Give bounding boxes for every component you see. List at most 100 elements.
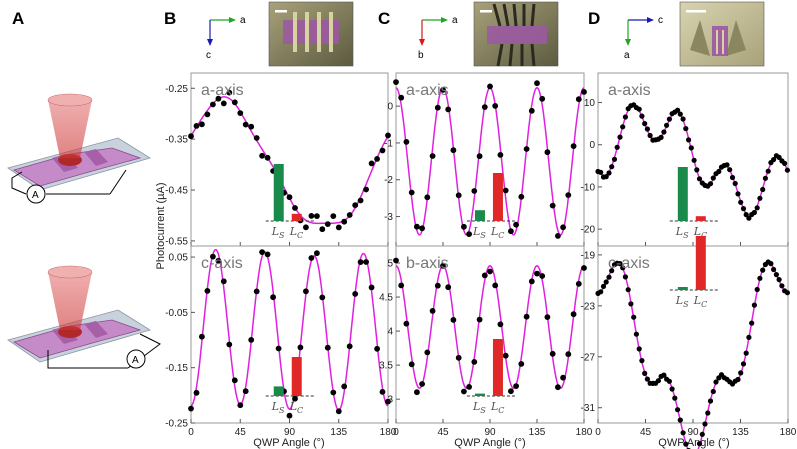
x-axis-label-d: QWP Angle (°) bbox=[658, 437, 729, 449]
orientation-indicator-d: c a bbox=[624, 15, 663, 61]
bar-lc bbox=[291, 357, 302, 396]
data-point bbox=[450, 317, 457, 323]
data-point bbox=[782, 160, 788, 166]
data-point bbox=[617, 261, 623, 267]
data-point bbox=[702, 421, 708, 427]
panel-letter-c: C bbox=[378, 9, 390, 28]
data-point bbox=[647, 132, 653, 139]
data-point bbox=[471, 359, 478, 365]
y-tick-label: -1 bbox=[384, 138, 393, 149]
x-tick-label: 0 bbox=[595, 427, 601, 438]
data-point bbox=[614, 144, 620, 150]
data-point bbox=[398, 282, 405, 289]
data-point bbox=[732, 180, 738, 187]
data-point bbox=[743, 350, 749, 356]
y-tick-label: 0.05 bbox=[169, 253, 189, 264]
data-point bbox=[403, 320, 410, 327]
data-point bbox=[481, 272, 488, 279]
bar-label-ls-sub: S bbox=[683, 231, 689, 240]
fit-curve bbox=[597, 261, 789, 449]
data-point bbox=[655, 378, 662, 384]
data-point bbox=[275, 345, 282, 352]
x-tick-label: 135 bbox=[732, 427, 749, 438]
data-point bbox=[771, 157, 777, 163]
data-point bbox=[688, 145, 694, 151]
y-tick-label: 0 bbox=[387, 102, 393, 113]
bar-label-lc: LC bbox=[490, 400, 504, 415]
bar-label-ls-sub: S bbox=[480, 406, 486, 415]
data-point bbox=[565, 351, 572, 358]
data-point bbox=[466, 384, 472, 390]
data-point bbox=[319, 294, 326, 301]
y-tick-label: -31 bbox=[581, 403, 596, 414]
fit-curve bbox=[395, 86, 585, 236]
y-tick-label: -10 bbox=[581, 182, 596, 193]
data-point bbox=[502, 352, 509, 359]
data-point bbox=[642, 121, 648, 127]
data-point bbox=[575, 96, 582, 103]
data-point bbox=[740, 206, 747, 212]
data-point bbox=[513, 221, 519, 228]
data-point bbox=[330, 389, 337, 396]
data-point bbox=[691, 157, 697, 163]
data-point bbox=[393, 79, 399, 85]
data-point bbox=[735, 191, 741, 197]
y-tick-label: 0 bbox=[589, 140, 595, 151]
data-point bbox=[220, 100, 227, 107]
data-point bbox=[286, 194, 293, 201]
data-point bbox=[603, 174, 609, 180]
device-illustration-bottom: A bbox=[7, 265, 161, 369]
data-point bbox=[497, 152, 504, 158]
bar-label-lc: LC bbox=[289, 400, 303, 415]
data-point bbox=[694, 167, 700, 173]
data-point bbox=[738, 199, 744, 205]
fit-curve bbox=[190, 96, 389, 225]
ammeter-label-bottom: A bbox=[132, 355, 139, 366]
data-point bbox=[253, 288, 260, 295]
data-point bbox=[204, 111, 211, 118]
data-point bbox=[696, 176, 703, 182]
data-point bbox=[609, 268, 615, 274]
x-tick-label: 45 bbox=[437, 427, 449, 438]
data-point bbox=[461, 223, 467, 230]
data-point bbox=[771, 266, 777, 273]
data-point bbox=[476, 316, 483, 323]
data-point bbox=[379, 389, 386, 395]
data-point bbox=[707, 181, 714, 187]
data-point bbox=[492, 103, 499, 109]
data-point bbox=[560, 374, 566, 381]
data-point bbox=[341, 383, 348, 390]
orient-c-h-label: a bbox=[452, 15, 458, 26]
data-point bbox=[242, 121, 249, 128]
data-point bbox=[713, 379, 719, 385]
bar-label-lc-sub: C bbox=[498, 231, 504, 240]
data-point bbox=[757, 195, 763, 201]
bar-label-lc-sub: C bbox=[701, 231, 707, 240]
data-point bbox=[636, 106, 642, 112]
data-point bbox=[434, 104, 441, 111]
data-point bbox=[414, 389, 420, 396]
data-point bbox=[368, 160, 375, 167]
data-point bbox=[341, 218, 348, 225]
data-point bbox=[639, 358, 645, 364]
x-tick-label: 180 bbox=[576, 427, 593, 438]
data-point bbox=[534, 80, 540, 87]
data-point bbox=[264, 154, 271, 161]
data-point bbox=[760, 186, 766, 193]
orient-c-h-arrow bbox=[441, 17, 448, 23]
y-tick-label: -23 bbox=[581, 301, 596, 312]
panel-letter-d: D bbox=[588, 9, 600, 28]
bar-label-ls-sub: S bbox=[279, 406, 285, 415]
data-point bbox=[502, 187, 509, 194]
data-point bbox=[231, 99, 238, 106]
data-point bbox=[746, 334, 752, 340]
plot-C-a-axis: 0 -1 -2 -3 a-axis LS LC bbox=[384, 72, 587, 247]
y-tick-label: -0.45 bbox=[165, 186, 188, 197]
y-tick-label: 4 bbox=[387, 327, 393, 338]
data-point bbox=[784, 290, 791, 296]
data-point bbox=[440, 262, 446, 269]
data-point bbox=[598, 289, 604, 295]
plot-title: c-axis bbox=[201, 255, 243, 272]
data-point bbox=[445, 284, 452, 291]
orient-d-v-label: a bbox=[624, 50, 630, 61]
